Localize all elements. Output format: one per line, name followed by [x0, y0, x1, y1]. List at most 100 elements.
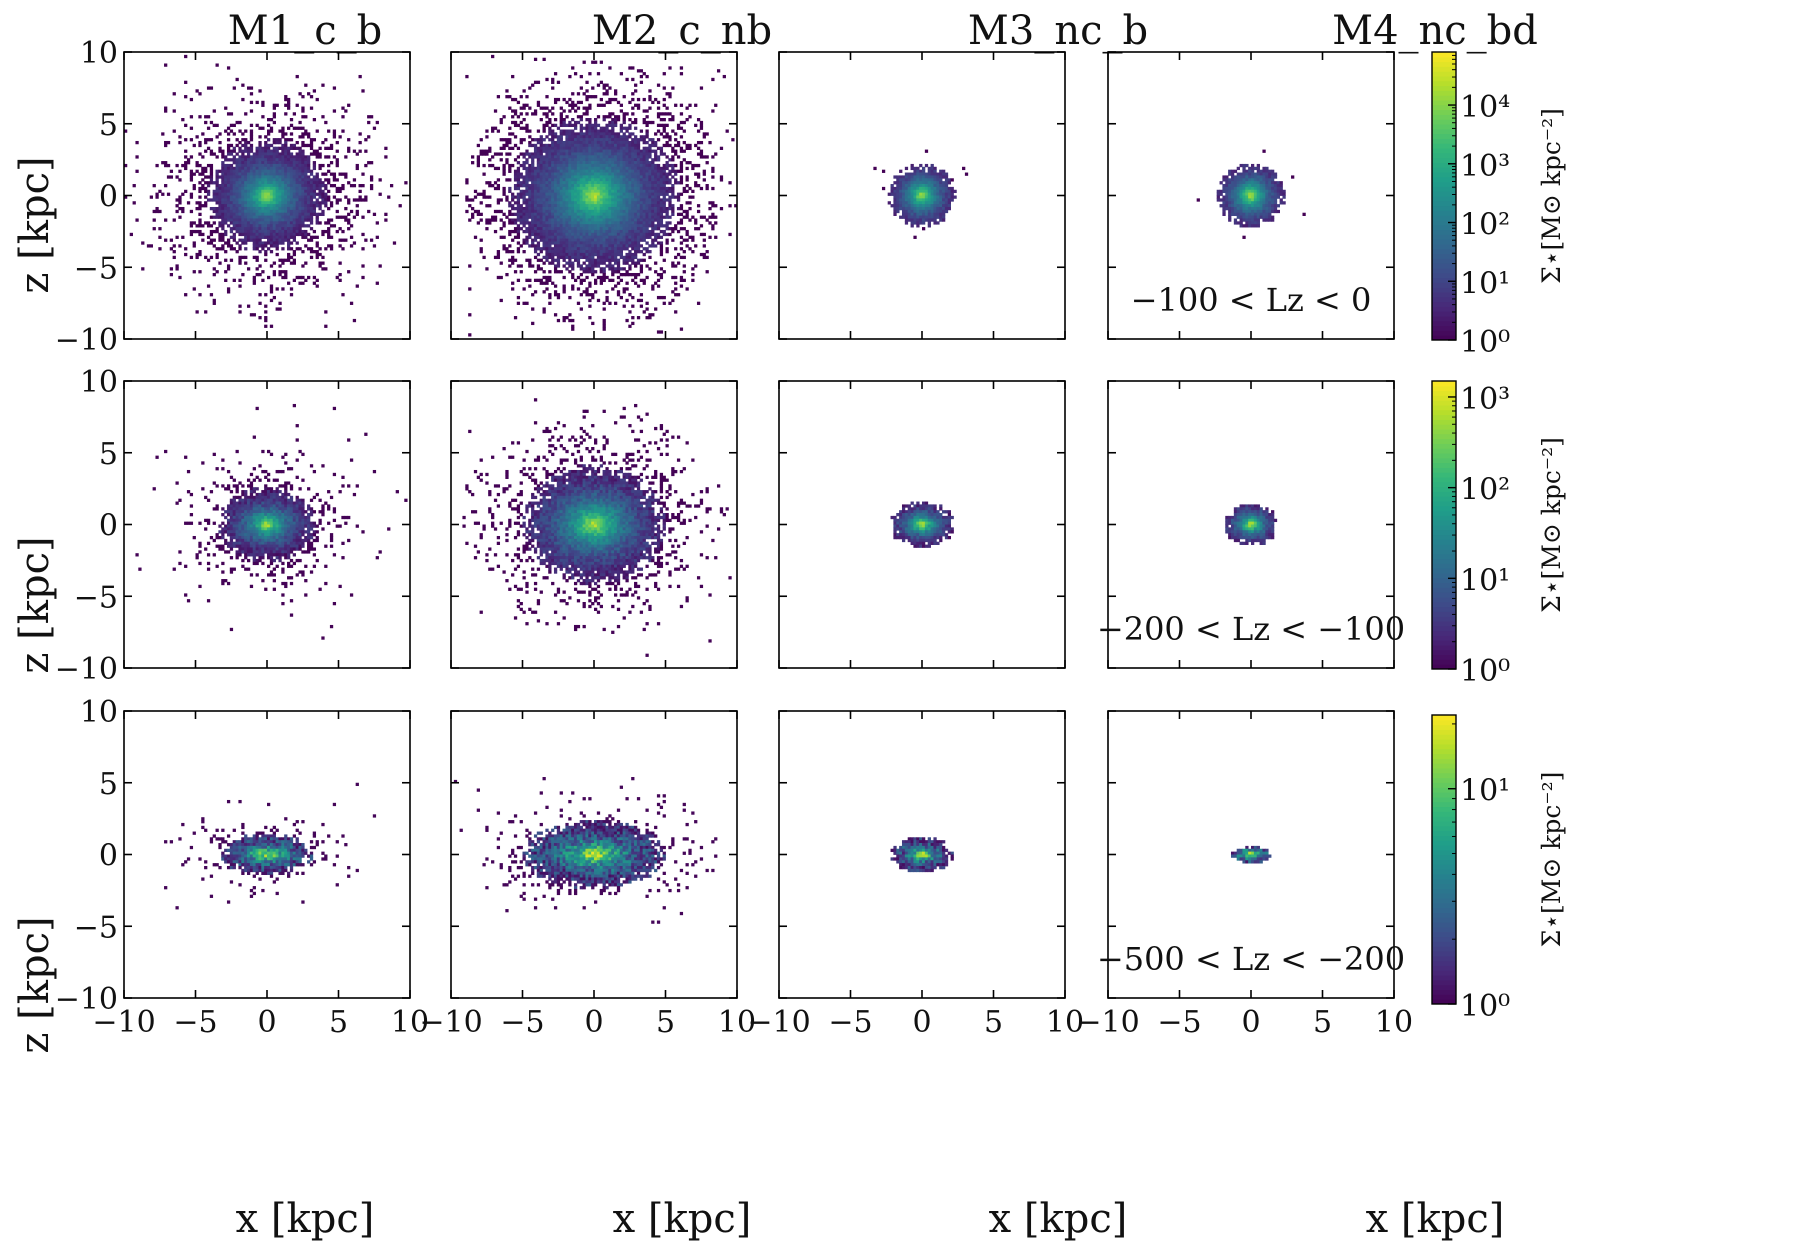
colorbar-segment [1432, 433, 1456, 440]
colorbars: 10⁰ 10¹ 10² 10³ 10⁴ Σ⋆[M⊙ kpc⁻²] 10⁰ 10¹ 10² 10³ Σ… [1431, 51, 1566, 1024]
colorbar-segment [1432, 239, 1456, 245]
colorbar-segment [1432, 729, 1456, 735]
colorbar-tick-label: 10² [1460, 208, 1510, 243]
colorbar-segment [1432, 597, 1456, 603]
colorbar-segment [1432, 763, 1456, 769]
colorbar-segment [1432, 859, 1456, 865]
colorbar-segment [1432, 922, 1456, 928]
colorbar-segment [1432, 268, 1456, 274]
colorbar-segment [1432, 630, 1456, 636]
colorbar-segment [1432, 965, 1456, 971]
colorbar-segment [1432, 457, 1456, 464]
colorbar-segment [1432, 534, 1456, 540]
colorbar-segment [1432, 253, 1456, 259]
colorbar-segment [1432, 496, 1456, 502]
colorbar-segment [1432, 172, 1456, 178]
heatmap-cells [465, 54, 737, 337]
colorbar-row-1: 10⁰ 10¹ 10² 10³ 10⁴ Σ⋆[M⊙ kpc⁻²] [1431, 51, 1566, 360]
colorbar-row-3: 10⁰ 10¹ Σ⋆[M⊙ kpc⁻²] [1431, 714, 1566, 1024]
colorbar-segment [1432, 568, 1456, 574]
colorbar-segment [1432, 907, 1456, 913]
colorbar-segment [1432, 95, 1456, 101]
colorbar-segment [1432, 148, 1456, 154]
y-tick-label: −10 [55, 323, 118, 358]
heatmap-cells [873, 149, 969, 239]
colorbar-segment [1432, 878, 1456, 885]
colorbar-segment [1432, 400, 1456, 406]
panel-M3_nc_b-row-2 [778, 380, 1066, 669]
y-tick-label: −10 [55, 652, 118, 687]
colorbar-label: Σ⋆[M⊙ kpc⁻²] [1537, 108, 1566, 284]
colorbar-segment [1432, 748, 1456, 755]
colorbar-segment [1432, 941, 1456, 947]
colorbar-segment [1432, 825, 1456, 832]
colorbar-segment [1432, 405, 1456, 411]
colorbar-segment [1432, 645, 1456, 651]
panel-M1_c_b-row-2: −10 −5 0 5 10 [55, 365, 411, 687]
y-tick-label: 5 [99, 437, 118, 472]
colorbar-segment [1432, 558, 1456, 564]
x-axis-labels: x [kpc] x [kpc] x [kpc] x [kpc] [236, 1196, 1505, 1242]
colorbar-segment [1432, 320, 1456, 327]
colorbar-segment [1432, 883, 1456, 889]
x-tick-label: 10 [1046, 1005, 1084, 1040]
x-axis-label-col-4: x [kpc] [1366, 1196, 1505, 1242]
x-tick-label: 0 [912, 1005, 931, 1040]
colorbar-segment [1432, 282, 1456, 288]
colorbar-segment [1432, 835, 1456, 841]
panel-M2_c_nb-row-3: −10 −5 0 5 10 [419, 710, 756, 1040]
colorbar-tick-label: 10¹ [1460, 563, 1510, 598]
colorbar-segment [1432, 167, 1456, 173]
colorbar-segment [1432, 888, 1456, 894]
colorbar-segment [1432, 196, 1456, 202]
x-tick-label: 0 [1241, 1005, 1260, 1040]
colorbar-segment [1432, 424, 1456, 430]
colorbar-segment [1432, 975, 1456, 981]
x-axis-label-col-3: x [kpc] [989, 1196, 1128, 1242]
x-tick-label: −10 [1076, 1005, 1139, 1040]
y-tick-label: 0 [99, 839, 118, 874]
colorbar-segment [1432, 659, 1456, 665]
y-tick-label: 5 [99, 108, 118, 143]
heatmap-cells [890, 501, 954, 548]
colorbar-segment [1432, 577, 1456, 584]
colorbar-segment [1432, 205, 1456, 211]
colorbar-segment [1432, 592, 1456, 598]
colorbar-segment [1432, 210, 1456, 216]
colorbar-segment [1432, 936, 1456, 942]
x-tick-label: 5 [329, 1005, 348, 1040]
colorbar-segment [1432, 311, 1456, 317]
colorbar-segment [1432, 767, 1456, 774]
colorbar-segment [1432, 606, 1456, 612]
heatmap-cells [1196, 149, 1306, 239]
colorbar-segment [1432, 820, 1456, 827]
x-tick-label: 0 [584, 1005, 603, 1040]
colorbar-segment [1432, 664, 1456, 670]
colorbar-segment [1432, 758, 1456, 764]
colorbar-segment [1432, 970, 1456, 976]
colorbar-segment [1432, 931, 1456, 938]
colorbar-segment [1432, 381, 1456, 387]
y-tick-label: 10 [80, 36, 118, 71]
colorbar-segment [1432, 553, 1456, 560]
colorbar-segment [1432, 133, 1456, 139]
column-titles: M1_c_b M2_c_nb M3_nc_b M4_nc_bd [228, 8, 1538, 54]
colorbar-segment [1432, 330, 1456, 336]
y-tick-label: −5 [74, 580, 118, 615]
colorbar-segment [1432, 124, 1456, 130]
panel-M2_c_nb-row-1 [450, 51, 738, 340]
colorbar-segment [1432, 539, 1456, 545]
colorbar-segment [1432, 316, 1456, 322]
y-tick-label: 5 [99, 767, 118, 802]
x-tick-label: −5 [1157, 1005, 1201, 1040]
x-tick-label: −5 [173, 1005, 217, 1040]
y-tick-label: 10 [80, 695, 118, 730]
colorbar-segment [1432, 611, 1456, 617]
colorbar-segment [1432, 258, 1456, 264]
column-title-m4: M4_nc_bd [1332, 8, 1538, 54]
colorbar-segment [1432, 544, 1456, 550]
panel-M3_nc_b-row-1 [778, 51, 1066, 340]
colorbar-segment [1432, 143, 1456, 149]
colorbar-segment [1432, 104, 1456, 111]
colorbar-segment [1432, 640, 1456, 646]
